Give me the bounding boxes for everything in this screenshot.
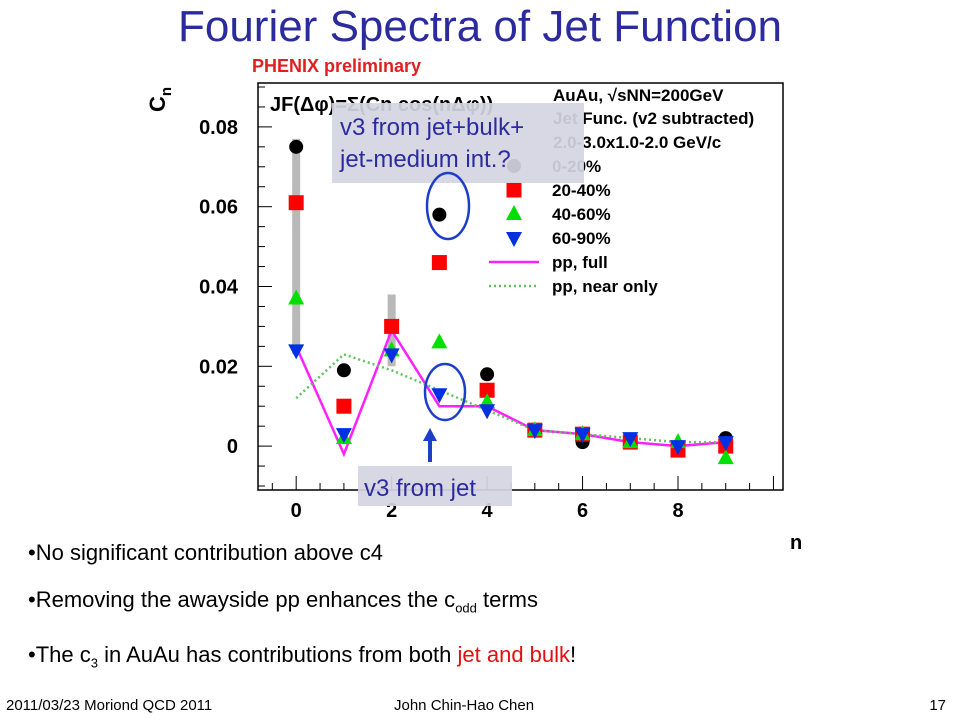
x-tick-label: 6 — [577, 500, 588, 522]
data-point — [431, 255, 447, 271]
data-point — [670, 440, 686, 456]
arrow-head — [423, 428, 437, 441]
data-point — [574, 428, 591, 444]
bullet-subscript: 3 — [90, 655, 98, 671]
y-axis-label-subscript: n — [158, 87, 175, 96]
bullet-highlight: jet and bulk — [457, 642, 571, 668]
data-point — [384, 318, 400, 334]
legend-label: 60-90% — [552, 229, 611, 248]
data-point — [289, 139, 304, 154]
legend-label: 20-40% — [552, 181, 611, 200]
info-line: Jet Func. (v2 subtracted) — [553, 109, 754, 128]
y-tick-label: 0.02 — [199, 356, 238, 378]
legend-label: 40-60% — [552, 205, 611, 224]
annotation-box — [332, 103, 584, 183]
highlight-ellipse — [425, 171, 471, 241]
data-point — [335, 428, 352, 444]
info-line: AuAu, √sNN=200GeV — [553, 86, 724, 105]
bullet-item: •Removing the awayside pp enhances the c… — [28, 587, 539, 616]
data-point — [383, 348, 400, 364]
series-line — [295, 327, 726, 458]
legend-marker — [506, 232, 522, 247]
bullet-text: terms — [476, 587, 539, 612]
data-point — [336, 363, 351, 378]
systematic-error-bar — [292, 138, 301, 355]
info-line: 2.0-3.0x1.0-2.0 GeV/c — [553, 133, 721, 152]
y-tick-label: 0.04 — [199, 277, 239, 299]
data-point — [432, 207, 447, 222]
data-point — [717, 449, 734, 465]
y-tick-label: 0.08 — [199, 117, 238, 139]
highlight-ellipse — [423, 362, 467, 422]
x-tick-label: 8 — [672, 500, 683, 522]
y-tick-label: 0.06 — [199, 197, 238, 219]
preliminary-label: PHENIX preliminary — [252, 56, 421, 76]
bullet-text: in AuAu has contributions from both — [97, 642, 458, 668]
bullet-item: •No significant contribution above c4 — [28, 540, 384, 565]
data-point — [431, 333, 448, 349]
data-point — [288, 195, 304, 211]
x-axis-label: n — [790, 532, 802, 554]
x-tick-label: 0 — [291, 500, 302, 522]
data-point — [526, 424, 543, 440]
annotation-box — [358, 466, 512, 506]
legend-label: pp, full — [552, 253, 608, 272]
data-point — [479, 404, 496, 420]
annotation-text: v3 from jet+bulk+ — [340, 114, 524, 141]
y-axis-label: Cn — [145, 87, 175, 112]
legend-label: pp, near only — [552, 277, 658, 296]
legend-marker — [506, 182, 522, 198]
bullet-list: •No significant contribution above c4 •R… — [28, 540, 576, 698]
slide-title: Fourier Spectra of Jet Function — [177, 2, 783, 51]
data-point — [480, 367, 495, 382]
bullet-text: The c — [35, 642, 91, 668]
series-line — [295, 352, 726, 444]
legend-marker — [506, 205, 522, 220]
data-point — [288, 344, 305, 360]
data-point — [479, 382, 495, 398]
annotation-text: v3 from jet — [364, 475, 476, 502]
bullet-subscript: odd — [455, 600, 477, 616]
data-point — [336, 398, 352, 414]
data-point — [288, 289, 305, 305]
bullet-text: ! — [570, 642, 577, 668]
footer-author: John Chin-Hao Chen — [394, 697, 535, 714]
y-tick-label: 0 — [227, 436, 238, 458]
bullet-item: •The c3 in AuAu has contributions from b… — [28, 642, 577, 671]
data-point — [717, 436, 734, 452]
footer-page-number: 17 — [929, 697, 946, 714]
x-tick-label: 2 — [386, 500, 397, 522]
annotation-text: jet-medium int.? — [339, 146, 511, 173]
data-point — [431, 388, 448, 404]
bullet-text: No significant contribution above c4 — [35, 540, 384, 565]
footer-date-conference: 2011/03/23 Moriond QCD 2011 — [6, 697, 213, 714]
bullet-text: Removing the awayside pp enhances the c — [35, 587, 456, 612]
data-point — [622, 432, 639, 448]
